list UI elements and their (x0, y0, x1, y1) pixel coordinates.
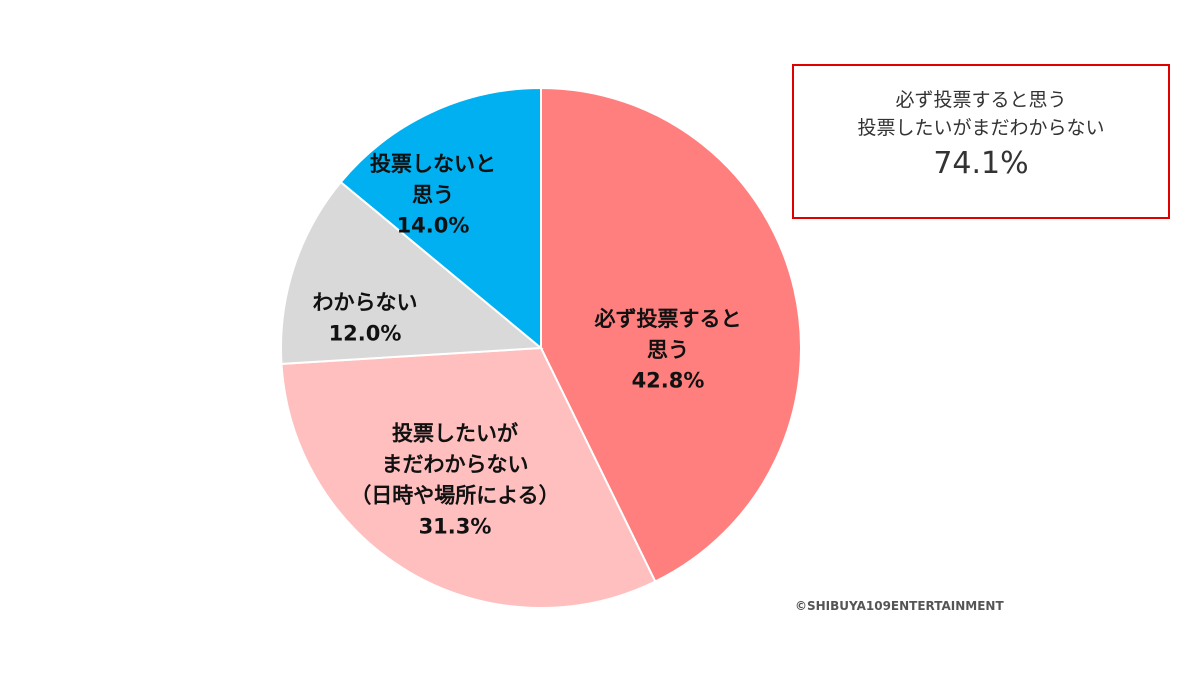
pie-slice (339, 86, 542, 351)
pie-slice (540, 86, 802, 583)
slice-label: 投票したいが まだわからない （日時や場所による） (350, 421, 560, 507)
slice-value: 31.3% (418, 514, 492, 538)
slice-value: 14.0% (396, 213, 470, 238)
slice-label: わからない (312, 290, 418, 314)
slice-label: 投票しないと 思う (370, 151, 496, 207)
slice-value: 42.8% (631, 368, 705, 393)
pie-slice (280, 180, 544, 365)
pie-slice (280, 346, 657, 609)
slice-label: 必ず投票すると 思う (594, 306, 742, 362)
slice-value: 12.0% (328, 321, 402, 345)
annotation-box: 必ず投票すると思う 投票したいがまだわからない 74.1% (792, 64, 1170, 219)
annotation-value: 74.1% (933, 146, 1029, 181)
annotation-text: 必ず投票すると思う 投票したいがまだわからない (857, 89, 1105, 139)
source: ©SHIBUYA109ENTERTAINMENT (795, 599, 1004, 613)
